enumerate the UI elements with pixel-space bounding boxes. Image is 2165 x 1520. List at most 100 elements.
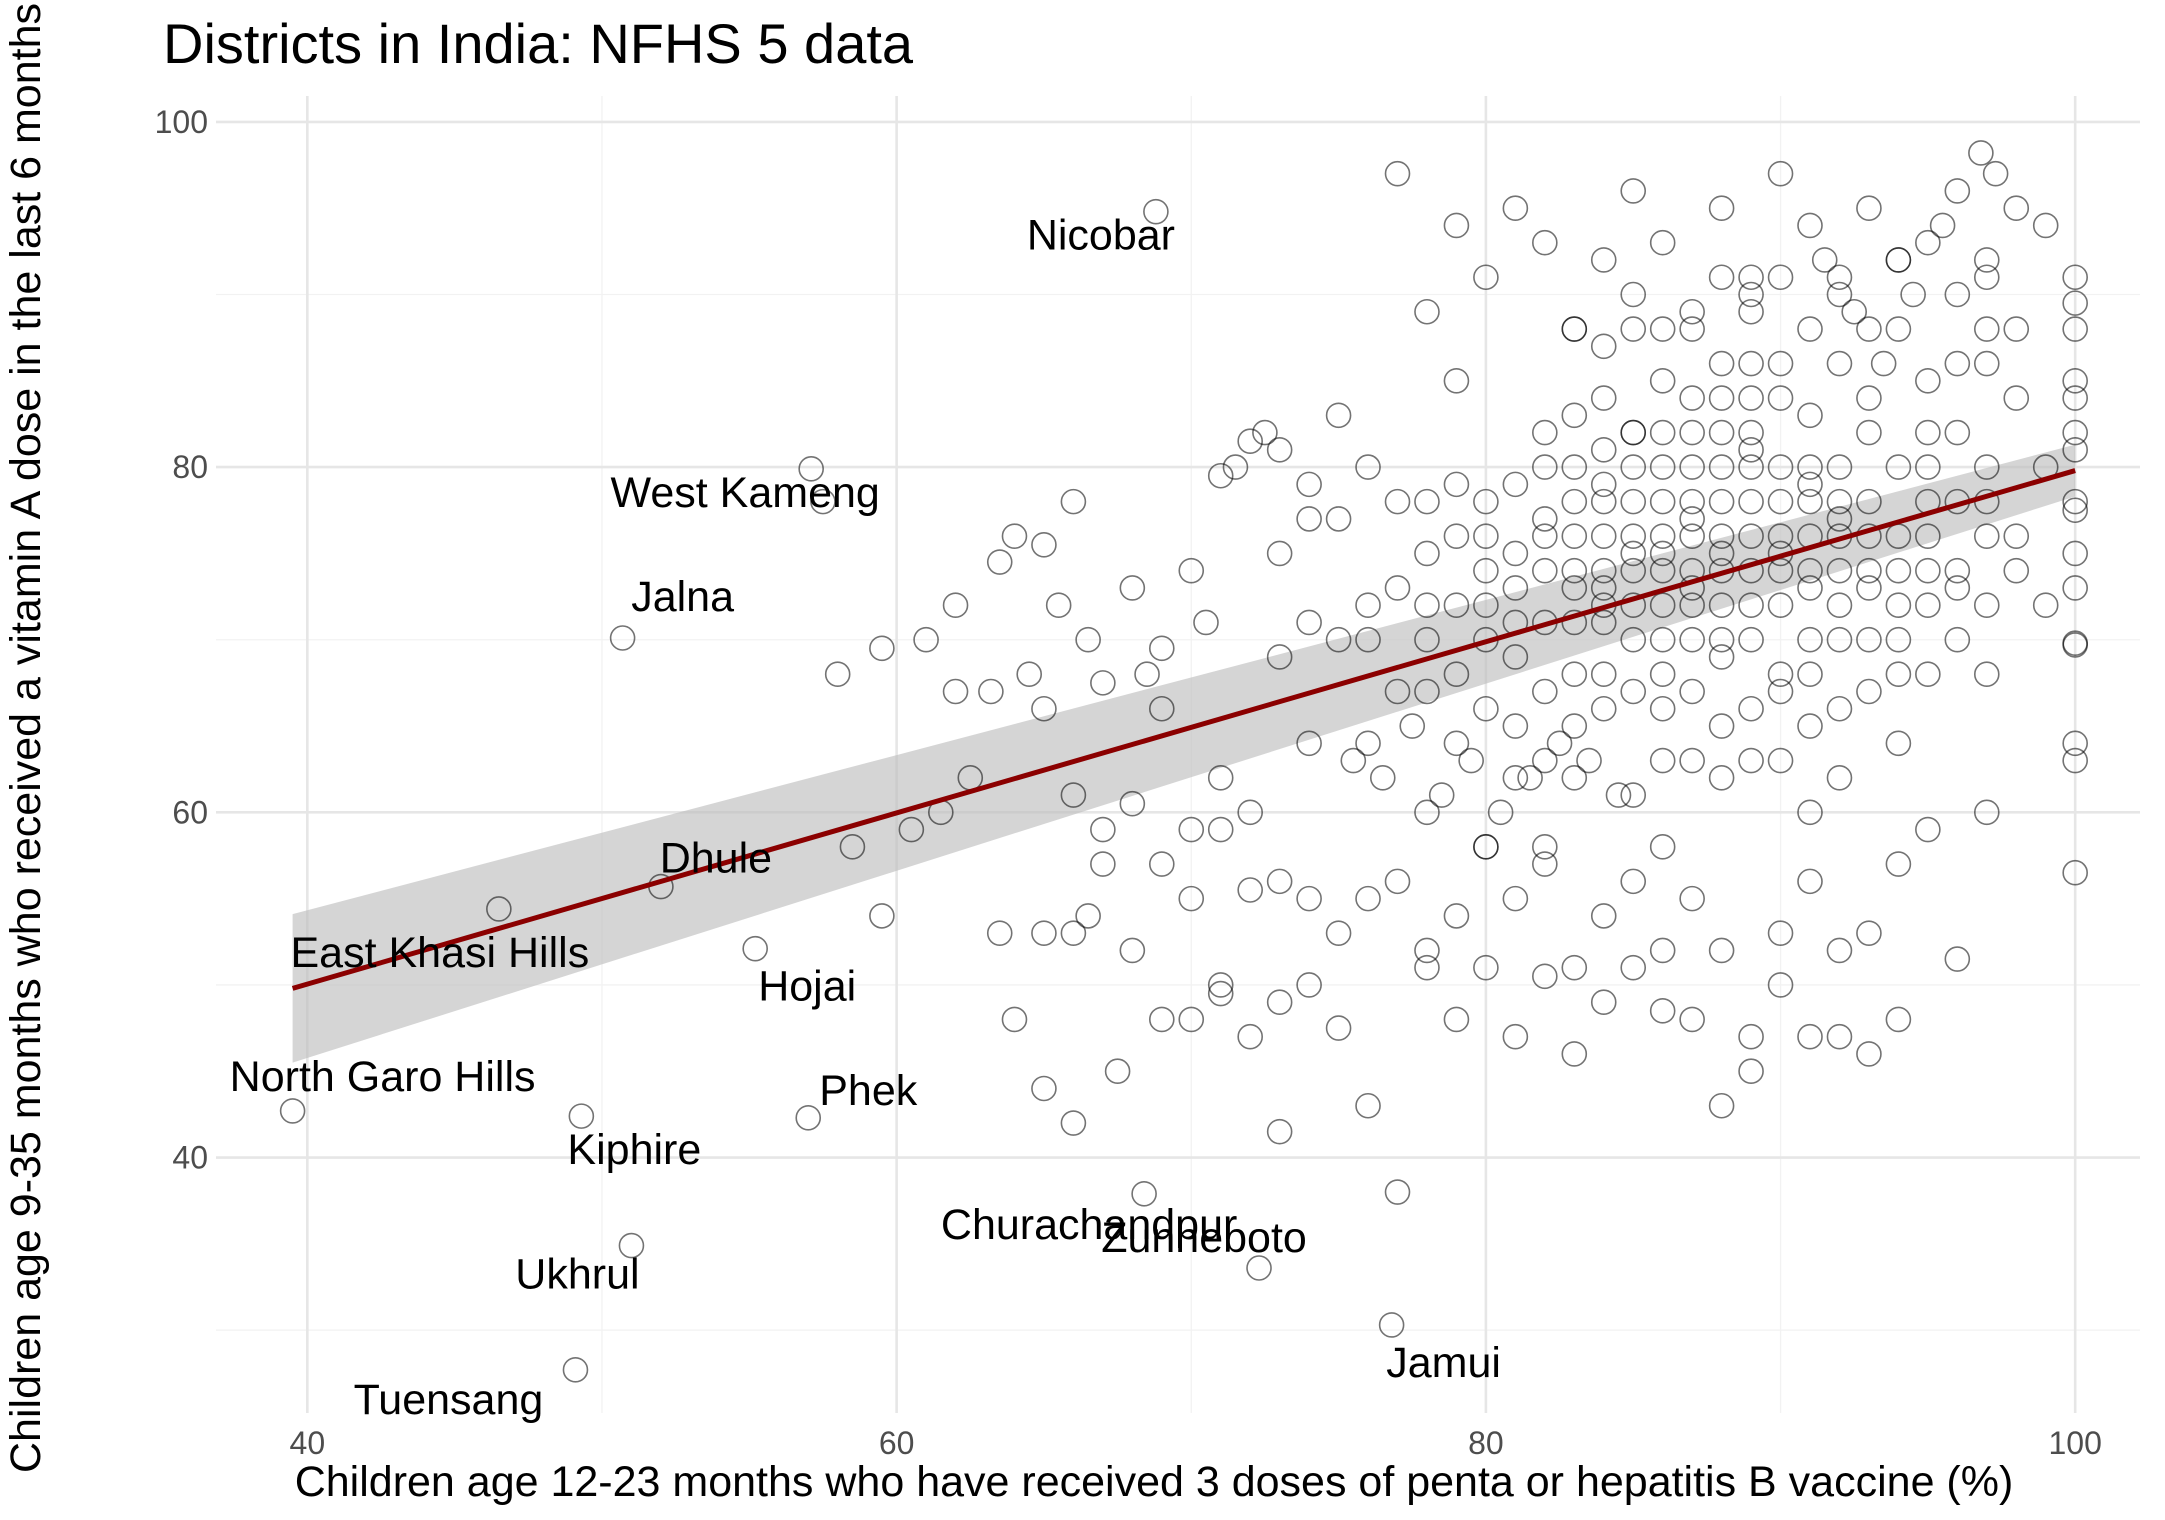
data-point: [2003, 523, 2030, 549]
data-point: [1708, 523, 1735, 549]
data-point: [1532, 229, 1558, 256]
data-point: [1738, 488, 1764, 515]
data-point: [1797, 661, 1823, 688]
data-point: [1325, 402, 1352, 429]
data-point: [1649, 695, 1676, 722]
data-point: [2062, 747, 2088, 774]
data-point: [1355, 1092, 1381, 1119]
data-point: [1443, 1006, 1470, 1033]
data-point: [1620, 868, 1647, 895]
data-point: [1620, 488, 1647, 515]
data-point: [1944, 178, 1971, 204]
data-point: [1708, 454, 1735, 480]
data-point: [1708, 592, 1735, 618]
data-point: [1708, 195, 1735, 221]
point-label: Jamui: [1386, 1339, 1501, 1387]
point-label: Churachandpur: [941, 1201, 1237, 1249]
data-point: [1915, 229, 1941, 256]
data-point: [1708, 264, 1735, 291]
data-point: [1502, 471, 1529, 498]
data-point: [1414, 678, 1440, 705]
data-point: [1296, 972, 1322, 998]
data-point: [1708, 540, 1735, 567]
data-point: [1590, 523, 1617, 549]
data-point: [1738, 437, 1764, 463]
data-point: [2062, 368, 2088, 394]
data-point: [1885, 626, 1912, 653]
labeled-data-point: [279, 1098, 306, 1124]
data-point: [986, 549, 1013, 575]
data-point: [1237, 877, 1263, 903]
data-point: [1649, 419, 1676, 446]
data-point: [1193, 609, 1219, 636]
data-point: [1915, 557, 1941, 584]
data-point: [1767, 523, 1794, 549]
data-point: [1090, 816, 1116, 843]
y-axis-ticks: 40 60 80 100: [155, 104, 208, 1176]
data-point: [1266, 1118, 1293, 1145]
data-point: [1237, 428, 1263, 455]
data-point: [1797, 1023, 1823, 1050]
labeled-data-point: [742, 935, 768, 962]
data-point: [1148, 851, 1175, 877]
data-point: [1502, 644, 1529, 670]
data-point: [1134, 661, 1160, 688]
data-point: [1532, 523, 1558, 549]
data-point: [1296, 885, 1322, 912]
data-point: [1973, 454, 2000, 480]
data-point: [1532, 678, 1558, 705]
data-point: [942, 678, 969, 705]
data-point: [1797, 454, 1823, 480]
data-point: [2062, 385, 2088, 411]
data-point: [1679, 1006, 1705, 1033]
data-point: [1399, 713, 1426, 739]
data-point: [1944, 419, 1971, 446]
data-point: [1060, 1110, 1087, 1136]
data-point: [1649, 626, 1676, 653]
data-point: [1178, 885, 1205, 912]
data-point: [1443, 661, 1470, 688]
data-point: [1767, 747, 1794, 774]
data-point: [1546, 730, 1573, 757]
data-point: [1973, 350, 2000, 377]
point-labels: Nicobar West Kameng Jalna Dhule East Khasi H…: [230, 212, 1501, 1424]
data-point: [1296, 730, 1322, 757]
data-point: [1473, 954, 1499, 981]
data-point: [1797, 575, 1823, 601]
data-point: [1207, 765, 1234, 791]
x-tick-label: 80: [1468, 1425, 1504, 1461]
data-point: [1679, 419, 1705, 446]
point-label: Tuensang: [354, 1376, 544, 1424]
data-point: [1414, 937, 1440, 964]
data-point: [1266, 868, 1293, 895]
data-point: [1708, 713, 1735, 739]
data-point: [1973, 247, 2000, 273]
y-tick-label: 40: [172, 1140, 208, 1176]
data-point: [2062, 730, 2088, 757]
data-point: [1968, 140, 1994, 166]
data-point: [839, 834, 866, 860]
data-point: [1001, 1006, 1028, 1033]
point-label: Kiphire: [567, 1126, 701, 1174]
data-point: [1207, 462, 1234, 489]
data-point: [1031, 531, 1057, 558]
data-point: [1738, 264, 1764, 291]
data-point: [1473, 488, 1499, 515]
data-point: [1620, 626, 1647, 653]
data-point: [1502, 885, 1529, 912]
data-point: [1473, 592, 1499, 618]
data-point: [1590, 385, 1617, 411]
data-point: [2032, 592, 2059, 618]
x-axis-label: Children age 12-23 months who have recei…: [295, 1458, 2014, 1506]
data-point: [1620, 281, 1647, 308]
data-point: [1443, 471, 1470, 498]
data-point: [1148, 1006, 1175, 1033]
data-point: [1517, 765, 1543, 791]
data-point: [1178, 816, 1205, 843]
data-point: [1826, 1023, 1853, 1050]
data-point: [1443, 523, 1470, 549]
data-point: [1973, 799, 2000, 826]
data-point: [1237, 1023, 1263, 1050]
x-axis-ticks: 40 60 80 100: [290, 1425, 2102, 1461]
